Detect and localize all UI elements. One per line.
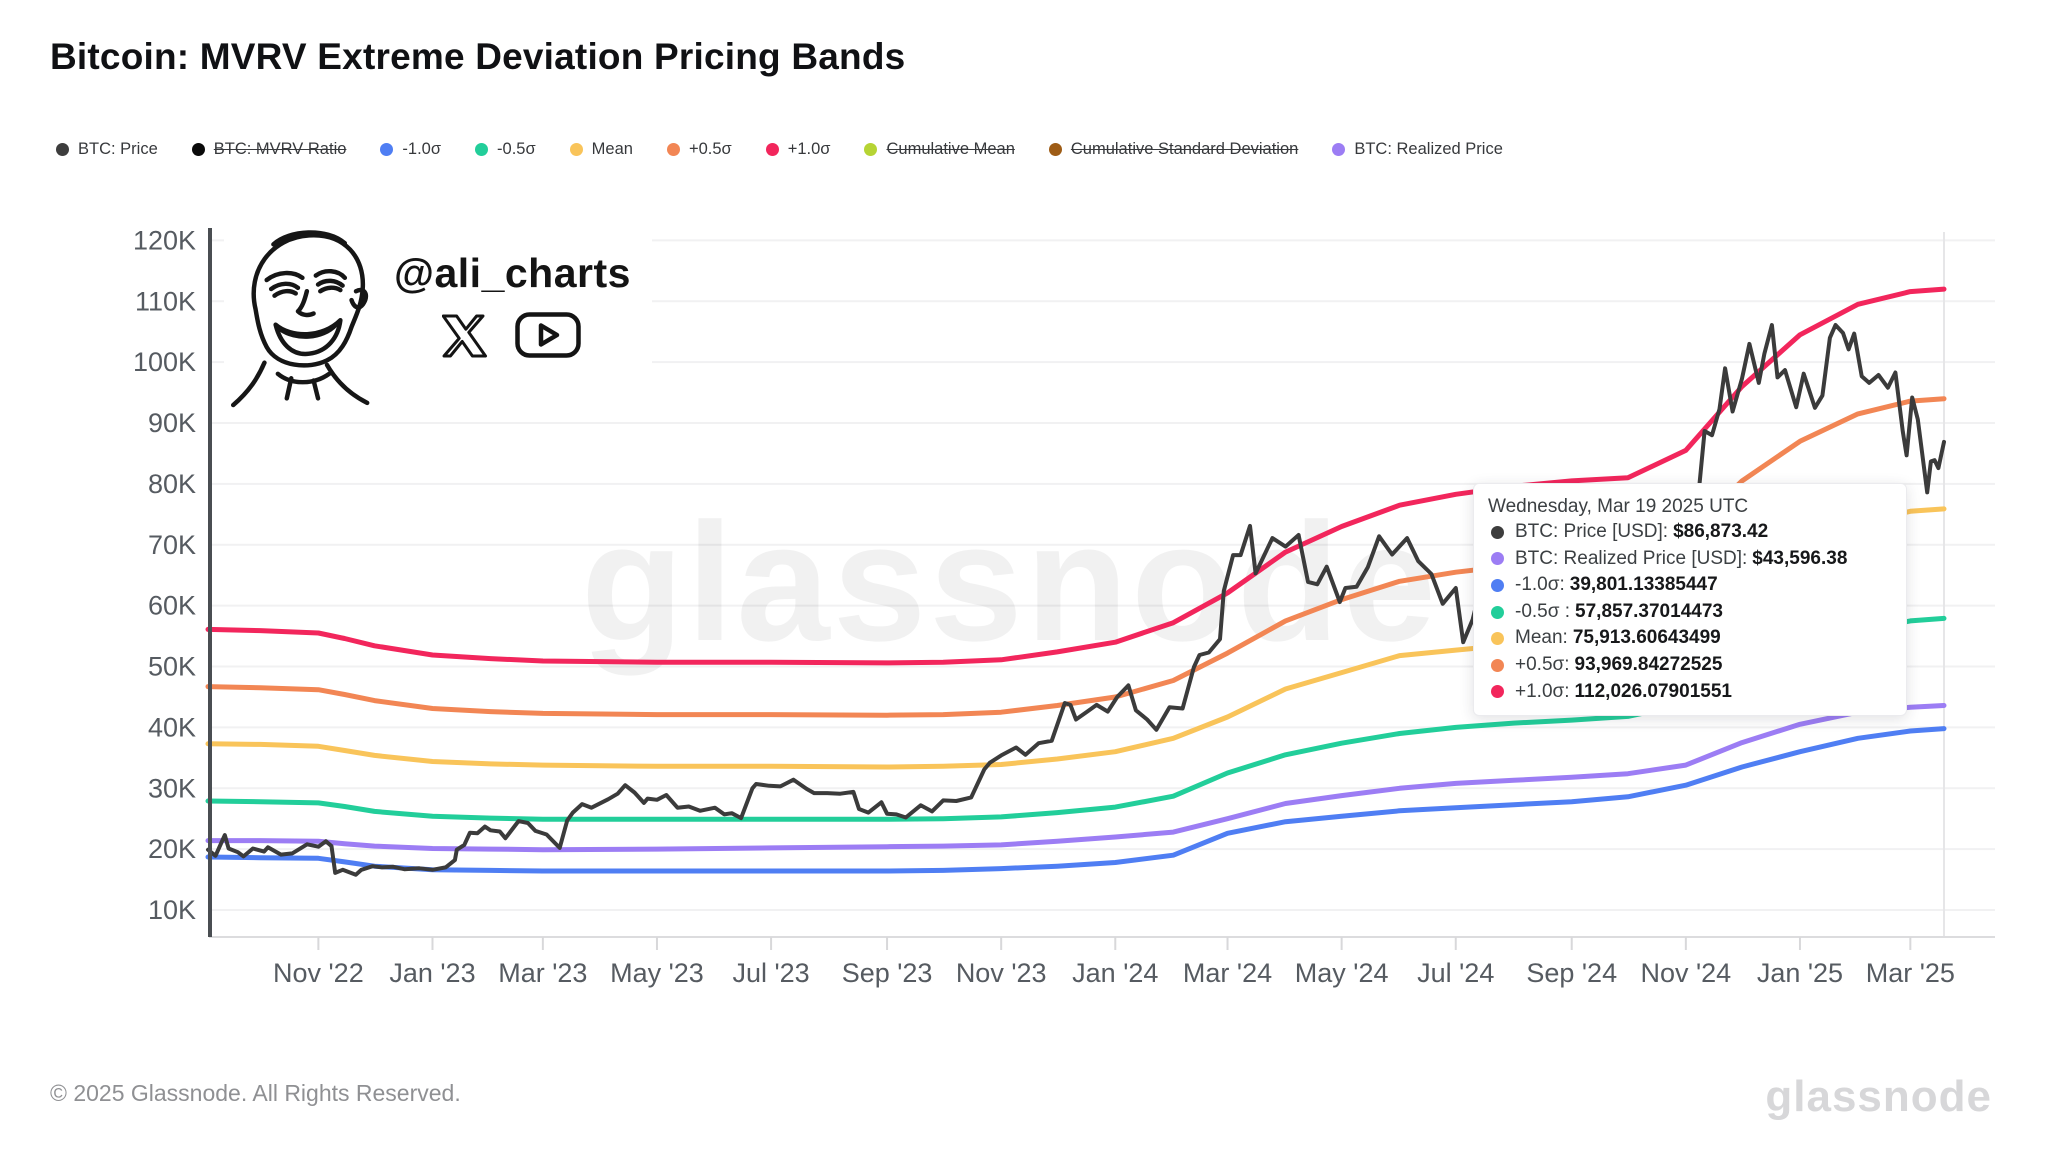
- y-tick-label: 20K: [148, 834, 196, 864]
- x-tick-label: Mar '24: [1183, 958, 1272, 988]
- legend-item-mean[interactable]: Mean: [569, 140, 633, 159]
- legend-item-btc-price[interactable]: BTC: Price: [56, 140, 158, 159]
- legend-label: Mean: [591, 140, 633, 158]
- legend-item-1-0[interactable]: +1.0σ: [765, 140, 831, 159]
- legend-dot: [191, 143, 205, 156]
- glassnode-center-watermark: glassnode: [581, 488, 1439, 676]
- laughing-face-sketch-icon: [230, 230, 370, 408]
- x-tick-label: Sep '24: [1526, 958, 1617, 988]
- tooltip-series-dot: [1491, 632, 1504, 646]
- legend-label: -1.0σ: [402, 140, 442, 158]
- legend-dot: [1048, 143, 1062, 156]
- x-tick-label: Mar '25: [1866, 958, 1955, 988]
- y-tick-label: 10K: [148, 895, 196, 925]
- legend-dot: [380, 143, 394, 156]
- y-tick-label: 30K: [148, 773, 196, 803]
- legend-dot: [475, 143, 489, 156]
- legend-item-1-0[interactable]: -1.0σ: [380, 140, 441, 159]
- x-tick-label: Nov '22: [273, 958, 364, 988]
- legend-label: +0.5σ: [688, 140, 732, 158]
- page-title: Bitcoin: MVRV Extreme Deviation Pricing …: [50, 36, 906, 77]
- x-tick-label: Nov '24: [1640, 958, 1731, 988]
- legend-item-btc-realized-price[interactable]: BTC: Realized Price: [1332, 140, 1503, 159]
- y-tick-label: 50K: [148, 652, 196, 682]
- x-tick-label: May '23: [610, 958, 704, 988]
- legend-item-cumulative-standard-deviation[interactable]: Cumulative Standard Deviation: [1048, 140, 1299, 159]
- x-tick-label: Sep '23: [842, 958, 933, 988]
- tooltip-row-0-5: -0.5σ :57,857.37014473: [1488, 599, 1898, 626]
- tooltip-series-dot: [1491, 578, 1504, 592]
- y-tick-label: 110K: [135, 286, 196, 316]
- tooltip-date: Wednesday, Mar 19 2025 UTC: [1488, 496, 1749, 517]
- legend-label: BTC: Realized Price: [1354, 140, 1503, 158]
- legend-dot: [1332, 143, 1346, 156]
- x-tick-label: Nov '23: [956, 958, 1047, 988]
- copyright-text: © 2025 Glassnode. All Rights Reserved.: [50, 1080, 461, 1106]
- x-tick-label: Jul '24: [1417, 958, 1494, 988]
- ali-charts-logo: @ali_charts: [224, 222, 652, 414]
- y-tick-label: 60K: [148, 591, 196, 621]
- tooltip-series-dot: [1491, 658, 1504, 672]
- y-tick-label: 40K: [148, 712, 196, 742]
- legend-label: Cumulative Standard Deviation: [1070, 140, 1299, 158]
- tooltip-row-btc-price-usd: BTC: Price [USD]: $86,873.42: [1488, 519, 1898, 546]
- legend-item-0-5[interactable]: +0.5σ: [666, 140, 732, 159]
- series-btc-realized-price-line: [205, 703, 1947, 853]
- youtube-icon: [515, 312, 582, 358]
- tooltip-series-dot: [1491, 525, 1504, 539]
- y-tick-label: 70K: [148, 530, 196, 560]
- legend-label: +1.0σ: [787, 140, 831, 158]
- x-tick-label: Jul '23: [732, 958, 809, 988]
- legend-item-0-5[interactable]: -0.5σ: [475, 140, 536, 159]
- legend-label: Cumulative Mean: [886, 140, 1015, 158]
- tooltip-row-1-0: -1.0σ: 39,801.13385447: [1488, 572, 1898, 599]
- y-tick-label: 80K: [148, 469, 196, 499]
- y-tick-label: 120K: [133, 225, 196, 255]
- legend-label: BTC: MVRV Ratio: [213, 140, 347, 158]
- legend-label: BTC: Price: [78, 140, 158, 158]
- legend-item-btc-mvrv-ratio[interactable]: BTC: MVRV Ratio: [191, 140, 347, 159]
- tooltip-series-dot: [1491, 685, 1504, 699]
- tooltip-row-btc-realized-price-usd: BTC: Realized Price [USD]: $43,596.38: [1488, 546, 1898, 573]
- series-btc-price-line: [206, 323, 1946, 877]
- legend-dot: [864, 143, 878, 156]
- series-1-0-line: [205, 286, 1947, 666]
- tooltip-series-dot: [1491, 605, 1504, 619]
- x-tick-label: Jan '23: [389, 958, 475, 988]
- chart-legend: BTC: Price BTC: MVRV Ratio -1.0σ -0.5σ Mean +…: [56, 140, 1503, 159]
- y-tick-label: 90K: [148, 408, 196, 438]
- legend-label: -0.5σ: [497, 140, 536, 158]
- ali-charts-handle: @ali_charts: [394, 250, 631, 296]
- x-twitter-icon: [442, 314, 488, 358]
- tooltip-row-0-5: +0.5σ: 93,969.84272525: [1488, 652, 1898, 679]
- legend-dot: [765, 143, 779, 156]
- tooltip-series-dot: [1491, 552, 1504, 566]
- legend-dot: [56, 143, 69, 156]
- legend-item-cumulative-mean[interactable]: Cumulative Mean: [864, 140, 1015, 159]
- legend-dot: [666, 143, 680, 156]
- chart-tooltip: Wednesday, Mar 19 2025 UTC BTC: Price [U…: [1473, 483, 1907, 716]
- y-tick-label: 100K: [133, 347, 196, 377]
- tooltip-row-mean: Mean: 75,913.60643499: [1488, 625, 1898, 652]
- x-tick-label: Mar '23: [498, 958, 587, 988]
- glassnode-brand-watermark: glassnode: [1765, 1072, 1992, 1121]
- x-tick-label: Jan '25: [1757, 958, 1843, 988]
- x-tick-label: May '24: [1295, 958, 1389, 988]
- tooltip-row-1-0: +1.0σ: 112,026.07901551: [1488, 679, 1898, 706]
- x-tick-label: Jan '24: [1072, 958, 1158, 988]
- legend-dot: [569, 143, 583, 156]
